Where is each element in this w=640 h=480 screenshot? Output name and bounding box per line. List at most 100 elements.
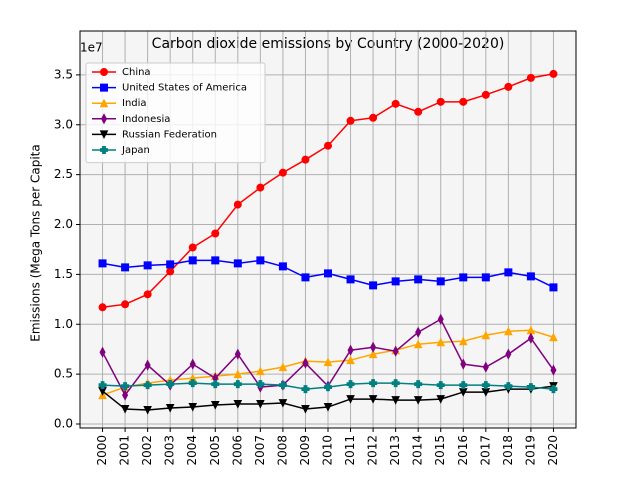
data-point [369, 281, 378, 290]
data-point [550, 364, 557, 376]
data-point [166, 380, 175, 389]
data-point [256, 183, 265, 192]
data-point [188, 403, 198, 412]
data-point [121, 263, 130, 272]
data-point [98, 303, 107, 312]
x-tick-label: 2003 [163, 435, 177, 466]
data-point [504, 82, 513, 91]
y-tick-label: 2.0 [54, 217, 73, 231]
data-point [370, 341, 377, 353]
data-point [346, 116, 355, 125]
data-point [278, 399, 288, 408]
data-point [99, 346, 106, 358]
data-point [121, 300, 130, 309]
x-tick-label: 2007 [253, 435, 267, 466]
data-point [324, 269, 332, 278]
x-tick-label: 2011 [343, 435, 357, 466]
data-point [526, 73, 535, 82]
x-tick-label: 2004 [185, 435, 199, 466]
data-point [278, 262, 287, 271]
data-point [166, 260, 175, 269]
data-point [436, 337, 446, 347]
data-point [233, 369, 243, 379]
data-point [121, 382, 130, 391]
data-point [369, 113, 378, 122]
data-point [256, 366, 265, 376]
data-point [436, 395, 446, 404]
y-axis-label: Emissions (Mega Tons per Capita [29, 144, 43, 341]
data-point [301, 155, 310, 164]
data-point [391, 99, 400, 108]
data-point [301, 273, 310, 282]
legend-label: China [122, 67, 151, 78]
data-point [549, 332, 558, 342]
data-point [323, 141, 333, 150]
data-point [188, 256, 197, 265]
data-point [211, 380, 220, 389]
data-point [234, 348, 241, 360]
x-tick-label: 2019 [523, 435, 537, 466]
legend-box [85, 62, 266, 164]
data-point [346, 395, 355, 404]
x-tick-label: 2012 [366, 435, 380, 466]
data-point [459, 381, 468, 390]
data-point [233, 200, 242, 209]
data-point [458, 336, 468, 346]
data-point [436, 277, 445, 286]
x-tick-label: 2020 [546, 435, 560, 466]
data-point [505, 348, 512, 360]
data-point [301, 385, 310, 394]
data-point [369, 379, 378, 388]
data-point [211, 256, 220, 265]
data-point [323, 403, 333, 412]
data-point [368, 395, 378, 404]
data-point [256, 380, 265, 389]
data-point [549, 283, 558, 292]
data-point [346, 380, 355, 389]
data-point [98, 381, 107, 390]
data-point [481, 381, 490, 390]
x-tick-label: 2001 [118, 435, 132, 466]
data-point [233, 259, 242, 268]
data-point [526, 272, 535, 281]
x-tick-label: 2009 [298, 435, 312, 466]
data-point [278, 168, 287, 177]
data-point [324, 383, 332, 392]
x-tick-label: 2005 [208, 435, 222, 466]
data-point [436, 381, 445, 390]
x-tick-label: 2014 [411, 435, 425, 466]
data-point [481, 273, 490, 282]
data-point [143, 261, 152, 270]
data-point [504, 326, 513, 336]
x-tick-label: 2015 [433, 435, 447, 466]
y-tick-label: 2.5 [54, 167, 73, 181]
data-point [256, 256, 265, 265]
y-tick-label: 1.5 [54, 267, 73, 281]
legend-marker [100, 113, 108, 125]
legend-marker [99, 98, 109, 108]
legend-label: Russian Federation [122, 129, 217, 140]
data-point [414, 275, 423, 284]
legend-label: India [122, 98, 147, 109]
data-point [143, 381, 152, 390]
y-tick-label: 3.5 [54, 67, 73, 81]
y-tick-label: 0.0 [54, 417, 73, 431]
data-point [459, 273, 468, 282]
data-point [436, 97, 445, 106]
data-point [391, 379, 400, 388]
data-point [391, 396, 400, 405]
data-point [278, 381, 287, 390]
x-tick-label: 2018 [501, 435, 515, 466]
data-point [165, 404, 175, 413]
x-tick-label: 2010 [321, 435, 335, 466]
data-point [166, 267, 175, 276]
data-point [413, 396, 423, 405]
legend-marker [99, 68, 109, 76]
data-point [188, 379, 197, 388]
data-point [143, 290, 152, 299]
legend-label: Indonesia [122, 114, 170, 125]
data-point [549, 69, 558, 78]
data-point [526, 383, 535, 392]
data-point [482, 361, 489, 373]
